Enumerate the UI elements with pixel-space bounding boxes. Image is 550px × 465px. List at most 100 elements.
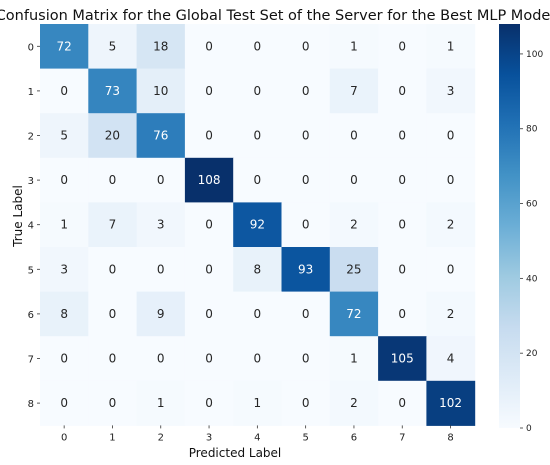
y-tick-label: 5 xyxy=(28,265,34,276)
heatmap-cell xyxy=(426,113,476,159)
heatmap-cell xyxy=(378,202,427,248)
heatmap-cell xyxy=(88,336,138,382)
heatmap-cell xyxy=(40,113,89,159)
y-tick-labels: 0 1 2 3 4 5 6 7 8 xyxy=(28,42,40,410)
heatmap-cell xyxy=(329,380,379,426)
heatmap-cell xyxy=(184,291,234,337)
x-tick-label: 8 xyxy=(447,432,453,443)
heatmap-cell xyxy=(329,24,379,70)
cell-value-label: 0 xyxy=(350,173,358,187)
heatmap-cell xyxy=(88,68,138,114)
cell-value-label: 0 xyxy=(205,129,213,143)
cell-value-label: 2 xyxy=(350,396,358,410)
heatmap-cell xyxy=(233,157,282,203)
heatmap-cell xyxy=(426,380,476,426)
heatmap-cell xyxy=(88,380,138,426)
heatmap-cell xyxy=(281,113,331,159)
heatmap-cell xyxy=(426,291,476,337)
cell-value-label: 3 xyxy=(60,262,68,276)
x-tick-label: 3 xyxy=(206,432,212,443)
colorbar-tick-label: 0 xyxy=(526,424,532,434)
y-tick-label: 4 xyxy=(28,221,34,232)
cell-value-label: 0 xyxy=(60,173,68,187)
heatmap-cell xyxy=(378,380,427,426)
heatmap-cell xyxy=(40,202,89,248)
cell-value-label: 7 xyxy=(350,84,358,98)
cell-value-label: 0 xyxy=(398,307,406,321)
cell-value-label: 0 xyxy=(302,352,310,366)
cell-value-label: 7 xyxy=(109,218,117,232)
heatmap-cell xyxy=(281,24,331,70)
cell-value-label: 0 xyxy=(157,352,165,366)
heatmap-cell xyxy=(233,202,282,248)
cell-value-label: 5 xyxy=(109,39,117,53)
heatmap-cell xyxy=(329,113,379,159)
heatmap-cell xyxy=(40,157,89,203)
cell-value-label: 0 xyxy=(398,262,406,276)
heatmap-cell xyxy=(426,336,476,382)
colorbar-tick-label: 100 xyxy=(526,50,543,60)
cell-value-label: 73 xyxy=(105,84,120,98)
cell-value-label: 0 xyxy=(398,173,406,187)
y-tick-label: 7 xyxy=(28,355,34,366)
cell-value-label: 105 xyxy=(391,352,414,366)
cell-value-label: 0 xyxy=(157,173,165,187)
cell-value-label: 0 xyxy=(254,173,262,187)
cell-value-label: 0 xyxy=(109,352,117,366)
cell-value-label: 0 xyxy=(254,39,262,53)
colorbar: 0 20 40 60 80 100 xyxy=(499,24,543,434)
cell-value-label: 0 xyxy=(157,262,165,276)
heatmap-cell xyxy=(184,380,234,426)
cell-value-label: 0 xyxy=(205,352,213,366)
x-tick-label: 4 xyxy=(254,432,260,443)
heatmap-cell xyxy=(378,157,427,203)
x-axis-label: Predicted Label xyxy=(189,446,282,460)
heatmap-cell xyxy=(329,291,379,337)
x-tick-label: 7 xyxy=(399,432,405,443)
x-tick-label: 0 xyxy=(61,432,67,443)
cell-value-label: 108 xyxy=(198,173,221,187)
y-tick-label: 2 xyxy=(28,132,34,143)
cell-value-label: 10 xyxy=(153,84,168,98)
cell-value-label: 3 xyxy=(447,84,455,98)
cell-value-label: 0 xyxy=(302,84,310,98)
heatmap-cell xyxy=(136,380,186,426)
cell-value-label: 0 xyxy=(60,84,68,98)
heatmap-cell xyxy=(329,247,379,293)
heatmap-cell xyxy=(88,24,138,70)
cell-value-label: 2 xyxy=(447,218,455,232)
cell-value-label: 0 xyxy=(205,396,213,410)
cell-value-label: 0 xyxy=(302,39,310,53)
cell-value-label: 0 xyxy=(60,352,68,366)
cell-value-label: 8 xyxy=(254,262,262,276)
heatmap-cell xyxy=(40,247,89,293)
heatmap-cell xyxy=(40,380,89,426)
heatmap-cell xyxy=(184,247,234,293)
cell-value-label: 0 xyxy=(109,307,117,321)
heatmap-cell xyxy=(40,336,89,382)
heatmap-cell xyxy=(281,247,331,293)
cell-value-label: 0 xyxy=(302,396,310,410)
cell-value-label: 0 xyxy=(205,39,213,53)
heatmap-cell xyxy=(329,202,379,248)
cell-value-label: 0 xyxy=(254,307,262,321)
cell-value-label: 2 xyxy=(350,218,358,232)
heatmap-cell xyxy=(426,202,476,248)
heatmap-cell xyxy=(184,336,234,382)
heatmap-cell xyxy=(329,68,379,114)
heatmap-cell xyxy=(281,202,331,248)
x-tick-label: 2 xyxy=(158,432,164,443)
cell-value-label: 1 xyxy=(254,396,262,410)
cell-value-label: 5 xyxy=(60,129,68,143)
cell-value-label: 0 xyxy=(302,129,310,143)
colorbar-tick-label: 40 xyxy=(526,274,538,284)
heatmap-cell xyxy=(40,68,89,114)
cell-value-label: 93 xyxy=(298,262,313,276)
x-tick-label: 6 xyxy=(351,432,357,443)
colorbar-tick-label: 60 xyxy=(526,200,538,210)
heatmap-cell xyxy=(136,157,186,203)
heatmap-cell xyxy=(88,291,138,337)
heatmap-cell xyxy=(233,247,282,293)
heatmap-cell xyxy=(329,336,379,382)
